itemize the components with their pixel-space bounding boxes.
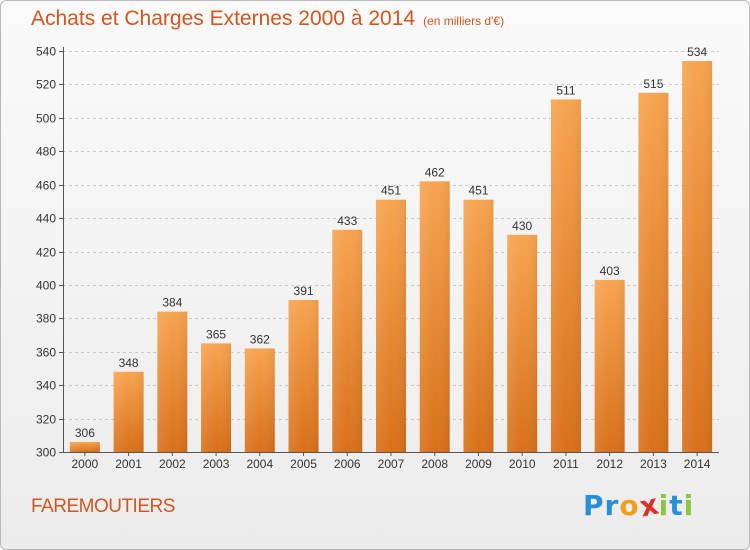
y-tick-label: 340 [36, 379, 56, 393]
y-tick-label: 400 [36, 279, 56, 293]
x-tick-label: 2003 [203, 457, 230, 471]
chart-title: Achats et Charges Externes 2000 à 2014 (e… [31, 7, 504, 31]
logo-letter: t [669, 489, 684, 522]
data-label: 306 [75, 426, 95, 440]
bar-shade [682, 61, 713, 453]
x-tick-label: 2014 [684, 457, 711, 471]
logo-letter: r [604, 489, 620, 522]
bar-shade [419, 181, 450, 452]
chart-title-text: Achats et Charges Externes 2000 à 2014 [31, 7, 416, 30]
bar-shade [638, 92, 669, 452]
y-tick-label: 500 [36, 112, 56, 126]
data-label: 433 [337, 214, 357, 228]
bar-shade [594, 279, 625, 452]
bar-shade [201, 343, 232, 452]
data-label: 451 [468, 184, 488, 198]
x-tick-label: 2002 [159, 457, 186, 471]
y-tick-label: 540 [36, 45, 56, 59]
data-label: 462 [425, 165, 445, 179]
y-tick-label: 360 [36, 346, 56, 360]
y-tick-label: 300 [36, 446, 56, 460]
logo-letter: i [683, 489, 695, 522]
chart-subtitle: (en milliers d'€) [423, 14, 505, 28]
y-tick-label: 420 [36, 246, 56, 260]
bar-shade [113, 371, 144, 452]
logo-letter: i [658, 489, 670, 522]
x-tick-label: 2005 [290, 457, 317, 471]
y-tick-label: 320 [36, 413, 56, 427]
x-tick-label: 2000 [72, 457, 99, 471]
y-tick-label: 460 [36, 179, 56, 193]
axes: 300 320 340 360 380 400 420 440 460 480 500 520 540 2… [36, 45, 719, 471]
data-label: 451 [381, 184, 401, 198]
data-label: 365 [206, 327, 226, 341]
data-label: 403 [600, 264, 620, 278]
data-label: 348 [119, 356, 139, 370]
y-tick-label: 380 [36, 312, 56, 326]
bars [69, 61, 713, 453]
bar-shade [507, 234, 538, 452]
bar-shade [463, 199, 494, 452]
bar-shade [288, 299, 319, 452]
x-tick-label: 2013 [640, 457, 667, 471]
x-tick-label: 2011 [553, 457, 579, 471]
bar-shade [244, 348, 275, 452]
data-label: 511 [556, 83, 575, 97]
data-label: 384 [162, 296, 182, 310]
x-tick-label: 2007 [378, 457, 405, 471]
bar-shade [157, 311, 188, 452]
proxiti-logo: Proxiti [583, 487, 695, 523]
logo-letter: P [583, 489, 605, 522]
logo-letter: o [619, 489, 640, 522]
x-tick-label: 2009 [465, 457, 492, 471]
x-tick-label: 2006 [334, 457, 361, 471]
bar-shade [69, 441, 100, 452]
y-tick-label: 520 [36, 78, 56, 92]
x-tick-label: 2008 [421, 457, 448, 471]
data-label: 391 [294, 284, 314, 298]
y-tick-label: 480 [36, 145, 56, 159]
x-tick-label: 2004 [246, 457, 273, 471]
bar-shade [376, 199, 406, 452]
x-tick-label: 2001 [115, 457, 142, 471]
data-label: 534 [687, 45, 707, 59]
bar-shade [550, 99, 581, 453]
data-labels: 306 348 384 365 362 391 433 451 462 451 430 511 403 5… [75, 45, 708, 440]
bar-shade [332, 229, 363, 452]
data-label: 515 [643, 77, 663, 91]
x-tick-label: 2010 [509, 457, 536, 471]
data-label: 362 [250, 332, 270, 346]
place-name: FAREMOUTIERS [31, 496, 175, 517]
data-label: 430 [512, 219, 532, 233]
y-tick-label: 440 [36, 212, 56, 226]
x-tick-label: 2012 [596, 457, 623, 471]
